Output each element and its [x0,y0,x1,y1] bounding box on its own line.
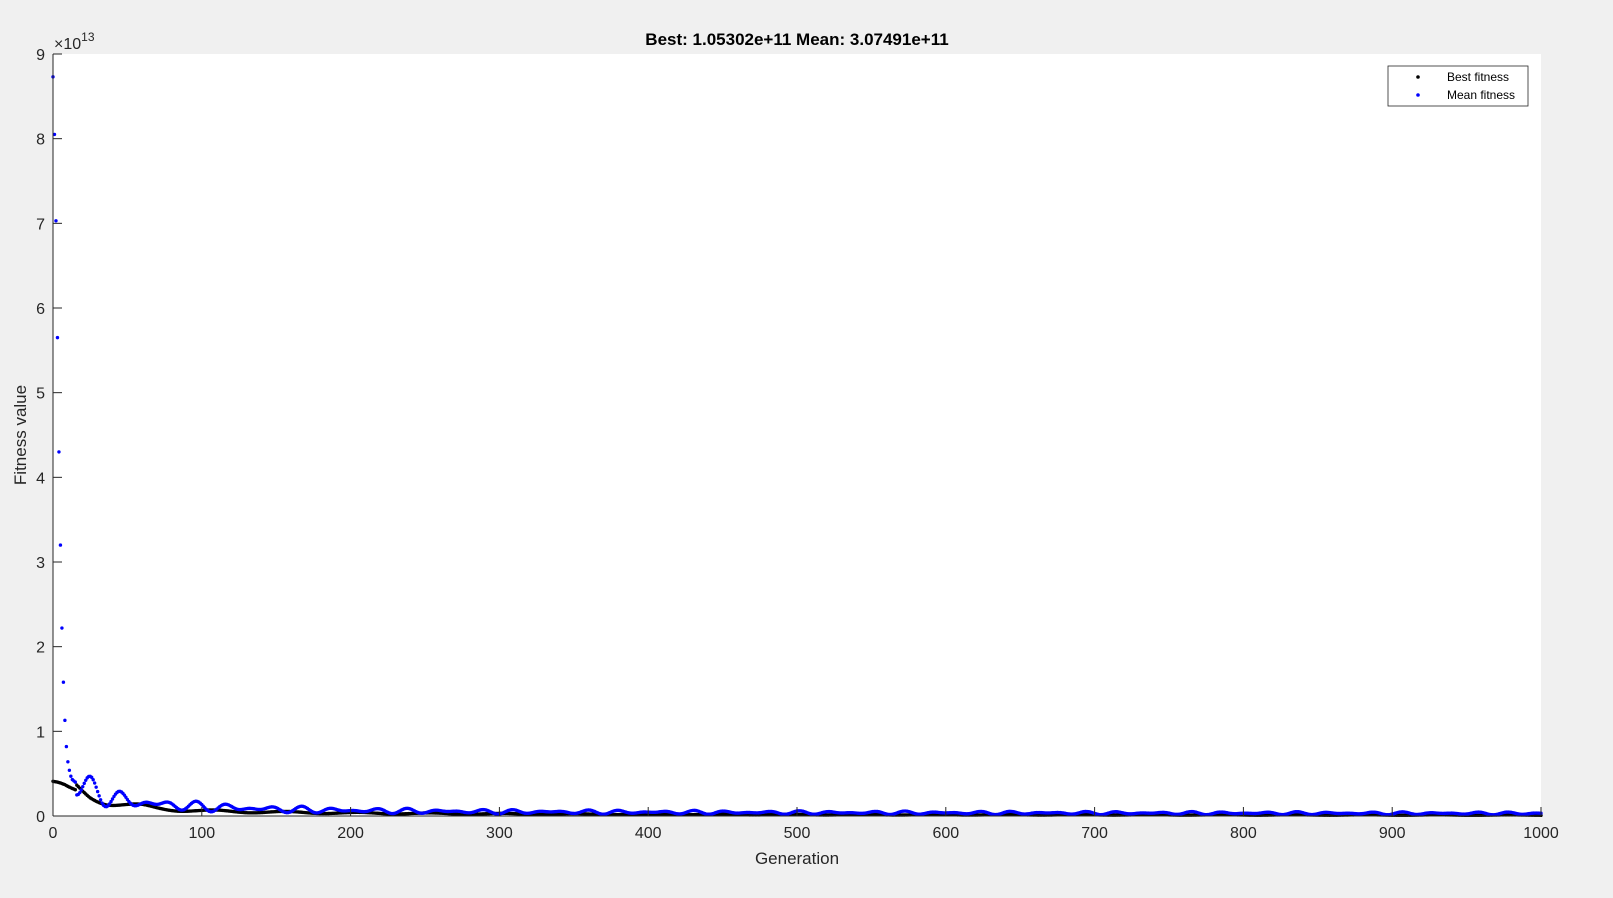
y-tick-label: 8 [36,132,45,149]
legend-box [1387,65,1529,107]
data-point [78,790,82,795]
data-point [109,799,113,804]
legend: Best fitness Mean fitness [1387,65,1529,107]
y-axis-label: Fitness value [11,385,30,485]
data-point [82,781,86,786]
plot-area [53,54,1541,816]
data-point [98,798,103,802]
data-point [52,132,57,137]
legend-label-best: Best fitness [1447,70,1509,84]
data-point [61,680,66,684]
data-point [94,785,98,789]
data-point [79,788,83,792]
x-ticks: 0 100 200 300 400 500 600 700 800 900 1000 [49,807,1559,842]
y-tick-label: 1 [36,724,45,741]
x-tick-label: 900 [1379,825,1406,842]
legend-marker-best [1416,75,1420,79]
x-tick-label: 1000 [1523,825,1559,842]
data-point [57,450,61,454]
y-tick-label: 2 [36,640,45,657]
y-tick-label: 3 [36,555,45,572]
y-exponent-label: ×1013 [54,30,95,53]
series-mean-fitness [51,75,1543,817]
data-point [63,718,67,723]
x-tick-label: 500 [784,825,811,842]
data-point [69,774,73,778]
data-point [91,778,95,782]
y-ticks: 0 1 2 3 4 5 6 7 8 9 [36,47,62,826]
y-tick-label: 6 [36,301,45,318]
data-point [67,768,72,772]
data-point [66,760,70,764]
x-tick-label: 200 [337,825,364,842]
y-tick-label: 4 [36,470,45,487]
x-tick-label: 100 [188,825,215,842]
chart-title: Best: 1.05302e+11 Mean: 3.07491e+11 [645,30,948,49]
data-point [95,789,100,794]
data-point [110,797,115,801]
data-point [73,788,78,792]
y-tick-label: 0 [36,809,45,826]
x-tick-label: 400 [635,825,662,842]
data-point [97,794,101,798]
x-tick-label: 300 [486,825,513,842]
data-point [64,744,69,749]
data-point [58,543,63,547]
data-point [73,780,78,784]
x-axis-label: Generation [755,849,839,868]
y-tick-label: 5 [36,386,45,403]
x-tick-label: 600 [932,825,959,842]
y-tick-label: 9 [36,47,45,64]
data-point [54,219,58,223]
data-point [81,784,85,789]
legend-marker-mean [1416,93,1420,97]
x-tick-label: 700 [1081,825,1108,842]
legend-label-mean: Mean fitness [1447,88,1515,102]
data-point [92,781,97,785]
data-point [55,335,60,340]
data-point [60,626,64,630]
y-tick-label: 7 [36,216,45,233]
x-tick-label: 0 [49,825,58,842]
x-tick-label: 800 [1230,825,1257,842]
